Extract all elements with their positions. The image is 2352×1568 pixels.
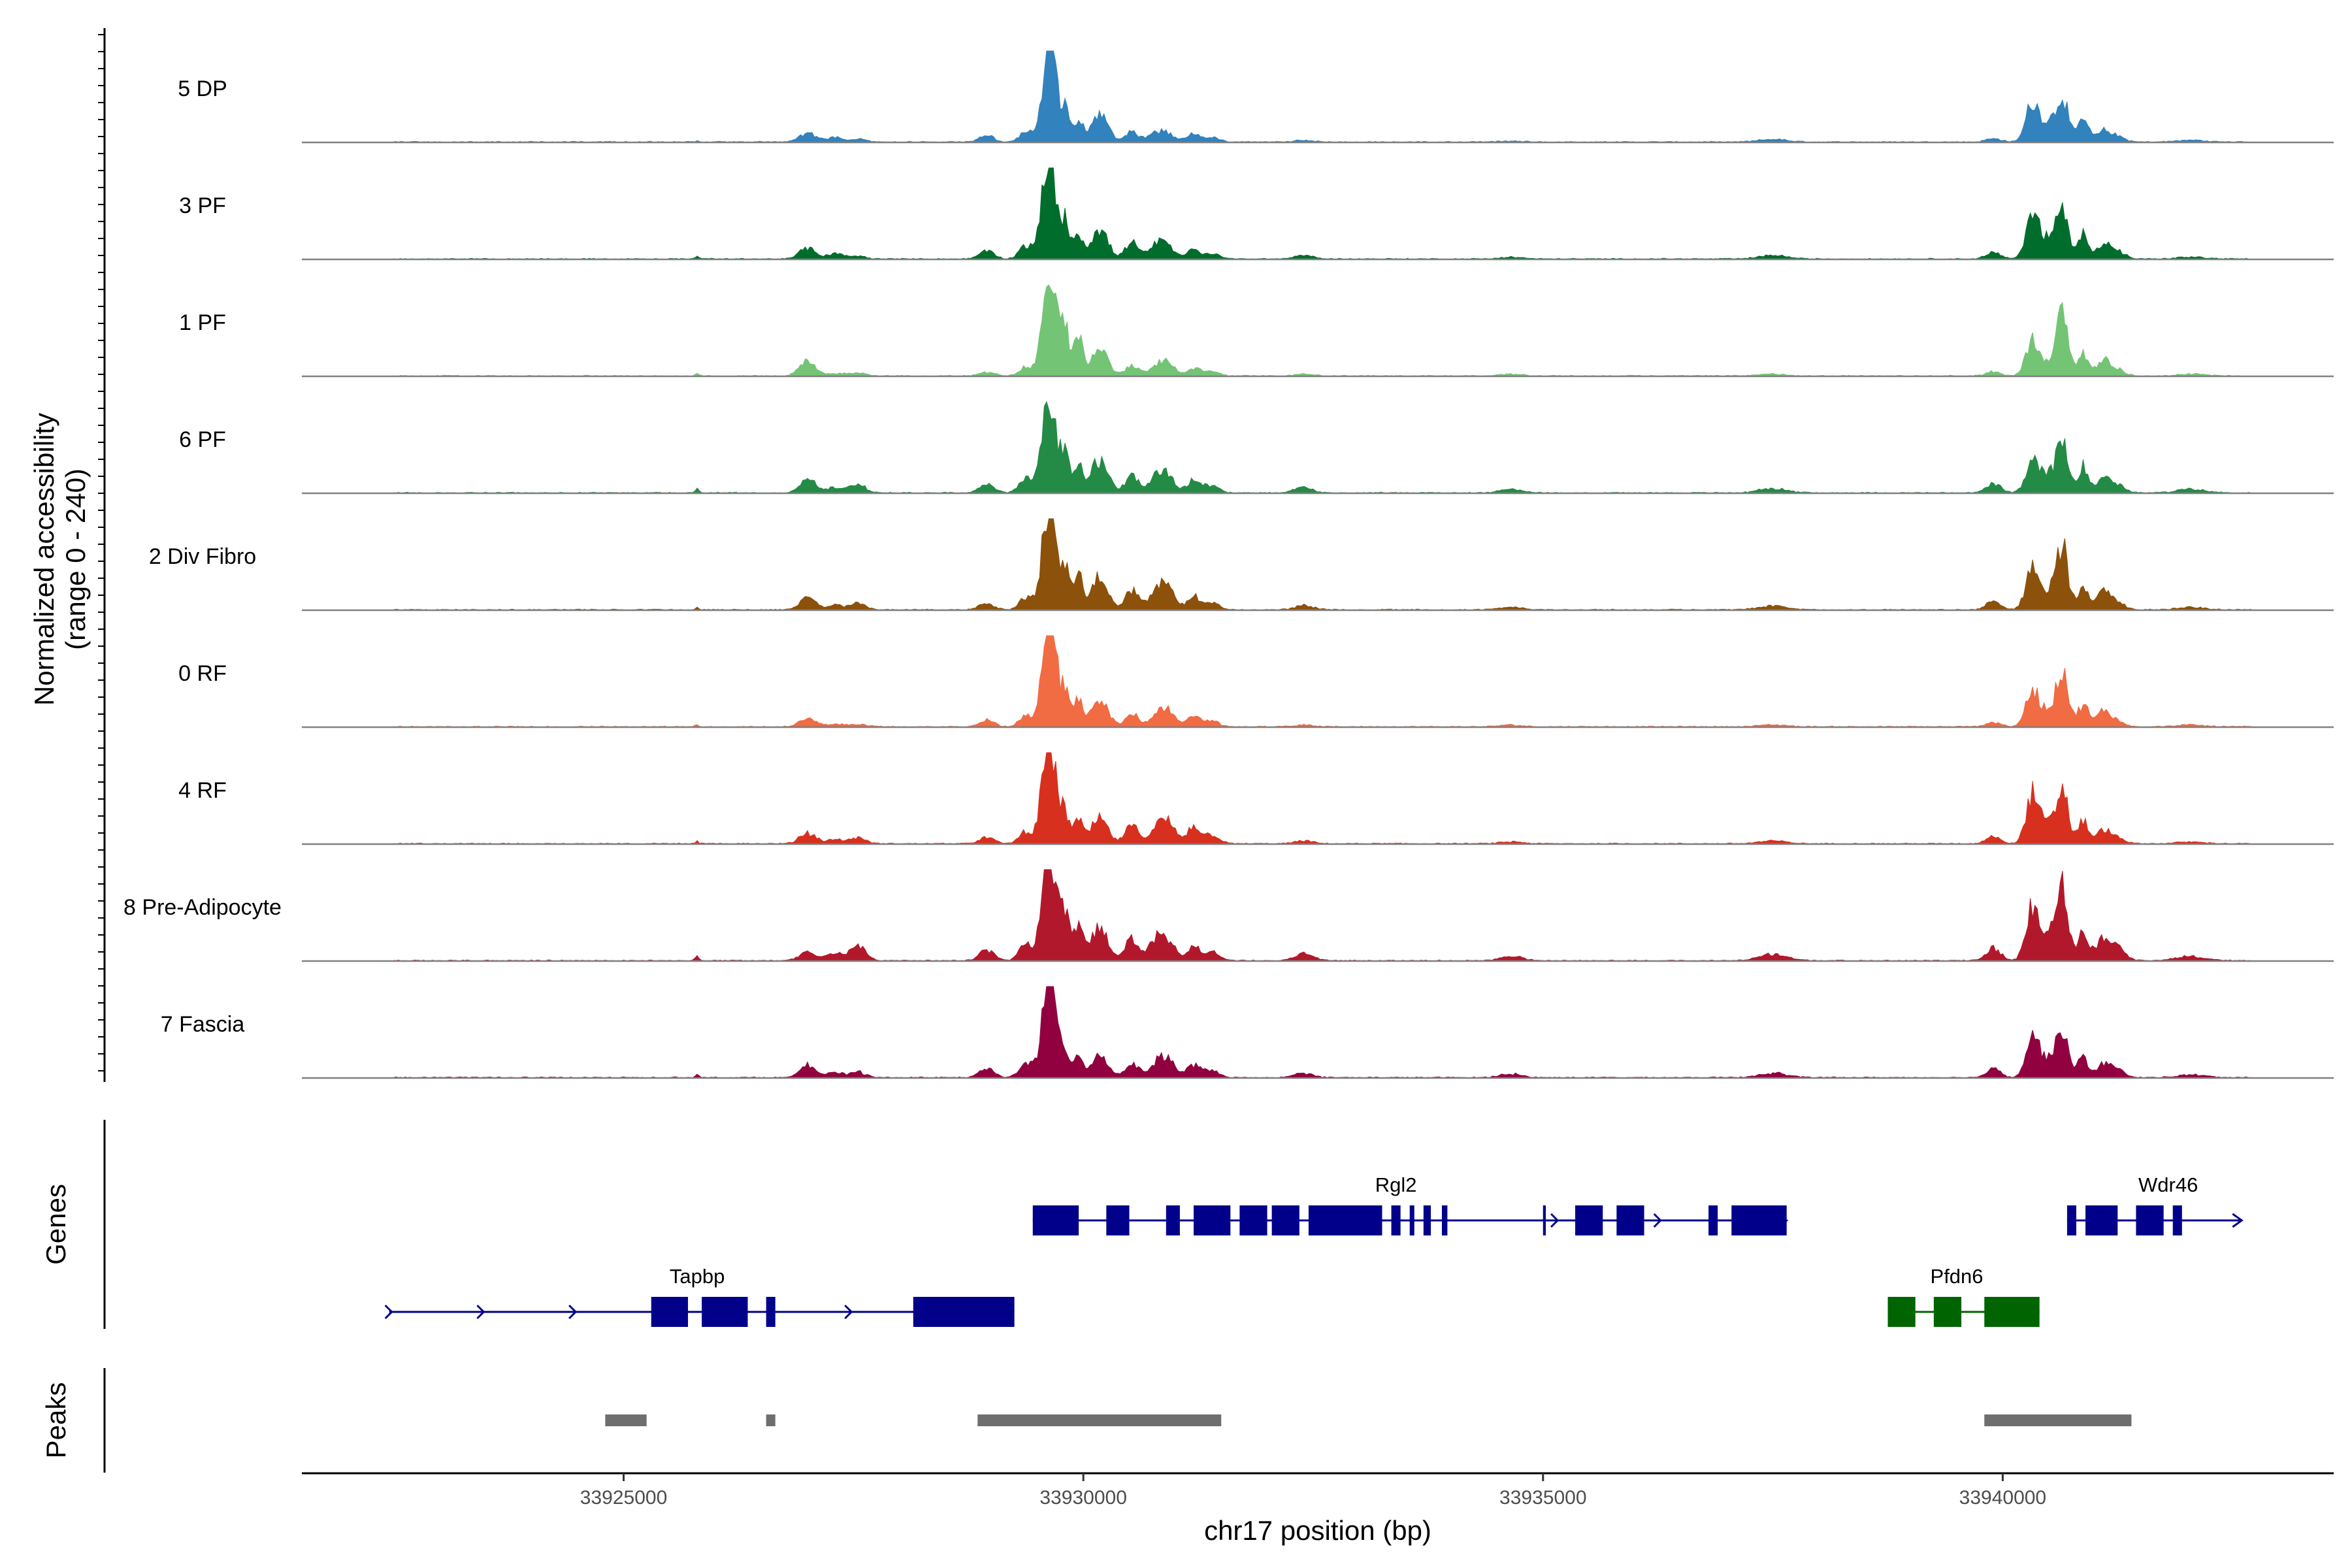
coverage-area <box>393 50 2251 143</box>
gene-exon <box>1423 1205 1431 1235</box>
coverage-area <box>393 284 2251 377</box>
x-axis-title: chr17 position (bp) <box>1204 1515 1431 1546</box>
peak-bar <box>1984 1414 2132 1426</box>
gene-exon <box>1194 1205 1231 1235</box>
strand-arrow <box>384 1304 393 1320</box>
gene-exon <box>1239 1205 1267 1235</box>
track-label: 8 Pre-Adipocyte <box>123 895 282 920</box>
x-axis-ticks: 33925000 33930000 33935000 33940000 <box>580 1473 2046 1509</box>
peak-bar <box>766 1414 776 1426</box>
strand-arrow <box>1345 1213 1354 1228</box>
track-label: 4 RF <box>178 778 227 803</box>
track-label: 1 PF <box>179 310 226 335</box>
gene-wdr46: Wdr46 <box>2066 1173 2244 1235</box>
track-5-dp: 5 DP <box>178 50 2334 144</box>
gene-exon <box>1543 1205 1546 1235</box>
gene-tapbp: Tapbp <box>384 1265 1015 1327</box>
y-axis-title-group: Normalized accessibility (range 0 - 240) <box>29 413 91 706</box>
gene-exon <box>2085 1205 2118 1235</box>
gene-exon <box>1409 1205 1414 1235</box>
strand-arrow <box>2066 1213 2076 1228</box>
gene-exon <box>1575 1205 1603 1235</box>
x-tick-label: 33925000 <box>580 1487 667 1509</box>
peaks-track-label: Peaks <box>41 1382 71 1459</box>
gene-exon <box>1887 1297 1916 1327</box>
coverage-area <box>393 518 2251 611</box>
strand-arrow <box>1550 1213 1560 1228</box>
strand-arrow <box>2232 1213 2244 1228</box>
gene-exon <box>1708 1205 1718 1235</box>
strand-arrow <box>1653 1213 1662 1228</box>
gene-exon <box>1271 1205 1299 1235</box>
gene-exon <box>702 1297 748 1327</box>
gene-rgl2: Rgl2 <box>1032 1173 1789 1235</box>
track-1-pf: 1 PF <box>179 284 2334 378</box>
gene-exon <box>2066 1205 2076 1235</box>
gene-exon <box>766 1297 776 1327</box>
track-label: 2 Div Fibro <box>149 544 256 569</box>
gene-name-label: Tapbp <box>670 1265 725 1288</box>
coverage-area <box>393 400 2251 494</box>
gene-exon <box>1933 1297 1962 1327</box>
strand-arrow <box>568 1304 578 1320</box>
gene-exon <box>913 1297 1015 1327</box>
peak-bar <box>605 1414 647 1426</box>
track-2-div-fibro: 2 Div Fibro <box>149 518 2334 612</box>
gene-track: Rgl2 Wdr46 Tapbp Pfdn6 <box>384 1173 2244 1327</box>
track-8-pre-adipocyte: 8 Pre-Adipocyte <box>123 869 2334 962</box>
coverage-area <box>393 986 2251 1079</box>
track-label: 7 Fascia <box>161 1012 245 1037</box>
gene-exon <box>651 1297 689 1327</box>
x-tick-label: 33935000 <box>1499 1487 1586 1509</box>
coverage-area <box>393 752 2251 845</box>
track-label: 5 DP <box>178 76 227 101</box>
gene-exon <box>1391 1205 1401 1235</box>
coverage-y-ticks <box>98 34 105 1071</box>
x-tick-label: 33940000 <box>1959 1487 2046 1509</box>
gene-exon <box>2136 1205 2164 1235</box>
gene-exon <box>1441 1205 1448 1235</box>
gene-exon <box>1166 1205 1180 1235</box>
coverage-area <box>393 635 2251 728</box>
track-label: 6 PF <box>179 427 226 452</box>
peak-bar <box>977 1414 1222 1426</box>
track-6-pf: 6 PF <box>179 400 2334 495</box>
gene-name-label: Wdr46 <box>2138 1173 2198 1196</box>
gene-name-label: Pfdn6 <box>1931 1265 1984 1288</box>
gene-pfdn6: Pfdn6 <box>1887 1265 2040 1327</box>
track-7-fascia: 7 Fascia <box>161 986 2334 1079</box>
strand-arrow <box>844 1304 853 1320</box>
gene-exon <box>1106 1205 1130 1235</box>
gene-exon <box>2172 1205 2182 1235</box>
track-0-rf: 0 RF <box>178 635 2334 728</box>
gene-exon <box>1308 1205 1382 1235</box>
gene-exon <box>1616 1205 1644 1235</box>
y-axis-title: Normalized accessibility <box>29 413 59 706</box>
gene-exon <box>1731 1205 1787 1235</box>
peak-track <box>605 1414 2132 1426</box>
track-label: 3 PF <box>179 193 226 218</box>
strand-arrow <box>1776 1213 1789 1228</box>
track-4-rf: 4 RF <box>178 752 2334 845</box>
genes-track-label: Genes <box>41 1184 71 1265</box>
coverage-area <box>393 167 2251 260</box>
x-tick-label: 33930000 <box>1039 1487 1126 1509</box>
coverage-tracks: 5 DP 3 PF 1 PF 6 PF 2 Div Fibro 0 RF 4 RF 8 Pre… <box>123 50 2334 1079</box>
gene-exon <box>1984 1297 2040 1327</box>
track-label: 0 RF <box>178 661 227 686</box>
y-axis-range: (range 0 - 240) <box>60 468 91 650</box>
coverage-area <box>393 869 2251 962</box>
track-3-pf: 3 PF <box>179 167 2334 261</box>
gene-name-label: Rgl2 <box>1375 1173 1417 1196</box>
gene-exon <box>1032 1205 1079 1235</box>
strand-arrow <box>476 1304 485 1320</box>
